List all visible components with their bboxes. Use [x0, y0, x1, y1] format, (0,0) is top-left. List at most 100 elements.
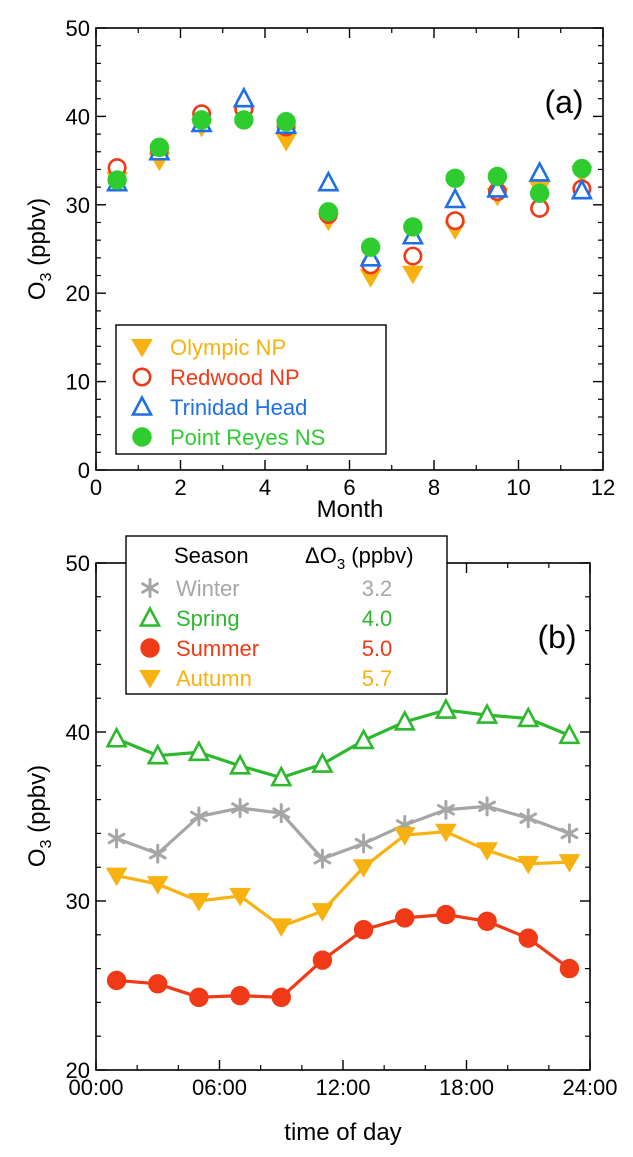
data-point [270, 765, 293, 787]
data-point [317, 170, 340, 192]
legend-box [115, 324, 387, 455]
data-point [271, 987, 291, 1008]
legend-marker [132, 427, 152, 447]
legend-entry: Redwood NP [170, 365, 300, 390]
x-tick-label: 12 [591, 475, 615, 500]
data-point [572, 158, 592, 179]
data-point [146, 876, 169, 895]
x-tick-label: 4 [259, 475, 271, 500]
data-point [517, 855, 540, 875]
legend-header-season: Season [174, 543, 249, 568]
y-tick-label: 50 [66, 16, 90, 41]
data-point [518, 928, 538, 948]
data-point [519, 808, 538, 829]
data-point [476, 842, 498, 861]
y-tick-label: 30 [66, 889, 90, 914]
legend-marker [140, 638, 160, 658]
data-point [105, 867, 128, 887]
data-point [188, 893, 210, 912]
data-point [434, 697, 458, 719]
data-point [445, 211, 465, 231]
data-point [403, 246, 423, 266]
legend: Olympic NP Redwood NP Trinidad Head Point R… [115, 324, 387, 455]
y-axis-label: O3 (ppbv) [24, 765, 55, 867]
y-tick-label: 20 [66, 1058, 90, 1083]
legend-season-name: Winter [176, 576, 240, 601]
data-point [107, 828, 126, 849]
y-tick-label: 40 [66, 104, 90, 129]
x-tick-label: 00:00 [68, 1075, 123, 1100]
legend: Season ΔO3 (ppbv) Winter 3.2 Spring 4.0 Summer… [125, 535, 448, 695]
legend-marker [131, 339, 153, 358]
data-point [570, 178, 594, 200]
data-point [529, 183, 550, 204]
panel-label: (b) [537, 619, 576, 655]
data-point [228, 753, 252, 775]
data-point [272, 803, 291, 824]
data-point [105, 726, 128, 748]
data-point [146, 743, 169, 765]
data-point [360, 237, 381, 257]
legend-entry: Trinidad Head [170, 395, 307, 420]
x-tick-label: 12:00 [315, 1075, 370, 1100]
x-tick-label: 06:00 [192, 1075, 247, 1100]
data-point [352, 728, 375, 750]
x-tick-label: 2 [174, 475, 186, 500]
data-point [148, 974, 168, 994]
legend-entry: Olympic NP [170, 335, 286, 360]
legend-delta-value: 5.0 [362, 636, 393, 661]
data-point [149, 137, 170, 158]
x-tick-label: 10 [506, 475, 530, 500]
data-point [393, 709, 416, 731]
legend-delta-value: 3.2 [362, 576, 393, 601]
data-point [436, 904, 456, 925]
y-tick-label: 40 [66, 720, 90, 745]
series-line [116, 912, 571, 999]
data-point [276, 112, 296, 132]
legend-season-name: Spring [176, 606, 240, 631]
legend-season-name: Summer [176, 636, 259, 661]
panel-a-ozone-by-month: 0 2 4 6 8 10 12 0 10 20 30 40 50 Month O3 (ppbv) (a) Oly… [24, 16, 615, 523]
legend-season-name: Autumn [176, 666, 252, 691]
data-point [560, 823, 579, 844]
series-line [115, 708, 571, 780]
x-axis-label: time of day [284, 1119, 401, 1146]
x-tick-label: 6 [343, 475, 355, 500]
data-point [486, 176, 509, 198]
data-point [311, 751, 334, 773]
data-point [517, 706, 540, 728]
y-tick-label: 0 [78, 458, 90, 483]
series-olympic-np [106, 108, 593, 288]
y-tick-label: 30 [66, 193, 90, 218]
series-point-reyes-ns [107, 110, 592, 257]
data-point [229, 887, 251, 907]
data-point [353, 920, 374, 940]
data-point [487, 166, 508, 187]
data-point [445, 168, 465, 188]
data-point [270, 918, 293, 937]
data-point [313, 848, 332, 869]
data-point [558, 854, 581, 873]
data-point [528, 160, 551, 182]
y-tick-label: 20 [66, 281, 90, 306]
legend-marker [132, 367, 152, 387]
series-summer [106, 904, 580, 1008]
legend-delta-value: 5.7 [362, 666, 393, 691]
data-point [191, 110, 212, 130]
y-tick-label: 50 [66, 551, 90, 576]
legend-marker [130, 394, 154, 416]
series-line [116, 830, 570, 928]
data-point [189, 987, 209, 1008]
data-point [443, 187, 467, 209]
data-point [402, 265, 424, 285]
data-point [393, 827, 416, 846]
data-point [354, 833, 373, 854]
data-point [187, 740, 211, 762]
data-point [403, 217, 423, 237]
y-tick-label: 10 [66, 370, 90, 395]
data-point [435, 823, 457, 843]
data-point [312, 950, 333, 970]
panel-label: (a) [544, 84, 583, 120]
legend-box [125, 535, 448, 695]
